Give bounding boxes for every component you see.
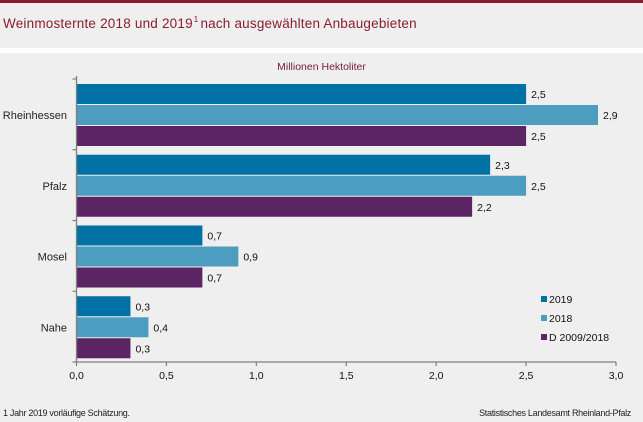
x-tick-label: 1,0 [249, 370, 264, 382]
category-label: Mosel [38, 252, 67, 264]
legend-label: 2018 [549, 313, 573, 325]
title-footnote-mark: 1 [193, 15, 199, 24]
value-label: 2,5 [531, 131, 546, 143]
x-tick-label: 3,0 [609, 370, 624, 382]
category-label: Nahe [41, 322, 67, 334]
bar-mosel-2019 [76, 225, 203, 246]
bar-nahe-2019 [76, 296, 131, 317]
source-credit: Statistisches Landesamt Rheinland-Pfalz [479, 408, 631, 418]
legend-label: D 2009/2018 [549, 332, 609, 344]
axes-group: Rheinhessen Pfalz Mosel Nahe 0,0 0,5 1,0 1,5 2,0… [3, 76, 624, 382]
value-label: 0,7 [207, 273, 222, 285]
category-label: Rheinhessen [3, 110, 67, 122]
legend-swatch [541, 315, 547, 321]
value-label: 2,2 [477, 202, 492, 214]
bar-rheinhessen-2019 [76, 84, 527, 104]
bar-nahe-2018 [76, 317, 149, 338]
bar-mosel-d-2009-2018 [76, 267, 203, 288]
x-tick-label: 0,5 [159, 370, 174, 382]
bar-pfalz-d-2009-2018 [76, 196, 473, 217]
bar-pfalz-2018 [76, 175, 527, 196]
x-tick-label: 0,0 [69, 370, 84, 382]
value-label: 0,9 [243, 252, 258, 264]
legend-label: 2019 [549, 294, 573, 306]
title-part-1: Weinmosternte 2018 und 2019 [3, 16, 193, 31]
value-label: 0,3 [135, 343, 150, 355]
chart-title: Weinmosternte 2018 und 20191 nach ausgewä… [3, 15, 417, 31]
x-tick-label: 1,5 [339, 370, 354, 382]
top-accent-bar [0, 0, 643, 3]
bar-nahe-d-2009-2018 [76, 338, 131, 359]
value-label: 0,7 [207, 231, 222, 243]
bar-rheinhessen-d-2009-2018 [76, 126, 527, 146]
legend-swatch [541, 296, 547, 302]
bar-pfalz-2019 [76, 154, 491, 175]
title-part-2: nach ausgewählten Anbaugebieten [200, 16, 417, 31]
chart-subtitle: Millionen Hektoliter [277, 61, 366, 73]
x-tick-label: 2,5 [519, 370, 534, 382]
header: Weinmosternte 2018 und 20191 nach ausgewä… [0, 3, 643, 48]
value-label: 2,5 [531, 89, 546, 101]
legend: 2019 2018 D 2009/2018 [541, 294, 609, 344]
category-label: Pfalz [43, 181, 67, 193]
bars-group: 2,5 2,9 2,5 2,3 2,5 2,2 0,7 0,9 0,7 0,30,40,3 [76, 84, 618, 359]
x-tick-label: 2,0 [429, 370, 444, 382]
bar-rheinhessen-2018 [76, 105, 599, 125]
value-label: 2,9 [603, 110, 618, 122]
legend-swatch [541, 334, 547, 340]
value-label: 0,4 [153, 322, 168, 334]
value-label: 2,3 [495, 160, 510, 172]
value-label: 2,5 [531, 181, 546, 193]
bar-mosel-2018 [76, 246, 239, 267]
footnote: 1 Jahr 2019 vorläufige Schätzung. [3, 408, 130, 418]
value-label: 0,3 [135, 301, 150, 313]
